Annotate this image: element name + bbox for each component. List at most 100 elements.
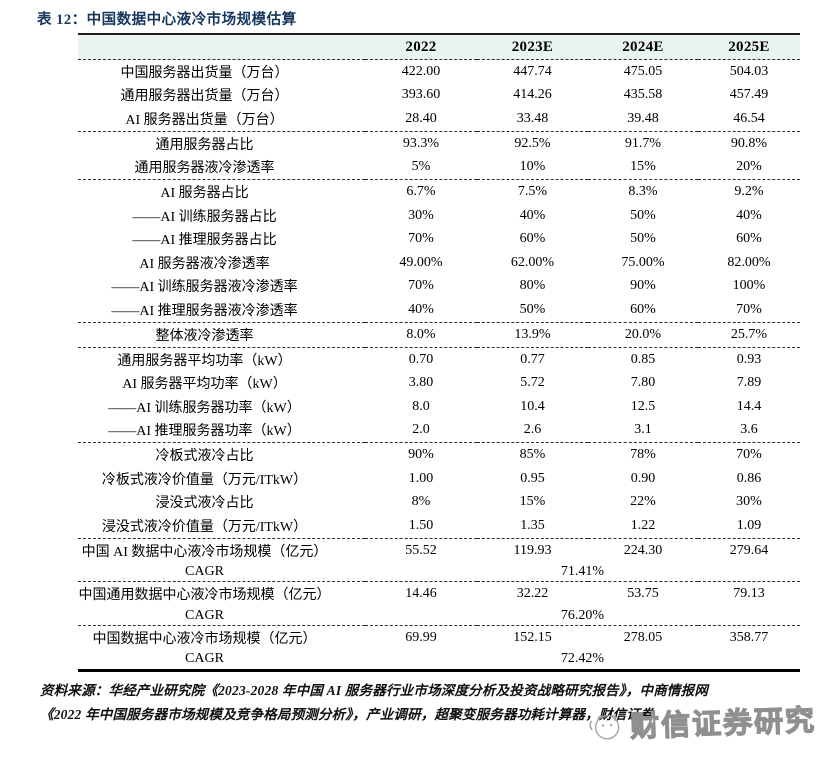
cell-value: 14.46 [365,581,477,607]
cell-value: 69.99 [365,625,477,650]
brand-logo-icon [589,715,620,740]
market-size-table: 2022 2023E 2024E 2025E 中国服务器出货量（万台） 422.0… [78,33,800,672]
cell-value: 82.00% [727,254,771,270]
cell-value: 93.3% [365,130,477,156]
table-section: 中国 AI 数据中心液冷市场规模（亿元） 55.52 119.93 224.30 279… [78,537,800,582]
row-label: 浸没式液冷占比 [155,496,254,512]
table-row: 冷板式液冷价值量（万元/ITkW） 1.00 0.95 0.90 0.86 [78,467,800,491]
cell-value: 1.00 [408,470,434,486]
table-row: 中国 AI 数据中心液冷市场规模（亿元） 55.52 119.93 224.30 279… [78,537,800,563]
column-header-2024e: 2024E [588,34,698,60]
table-row: CAGR 76.20% [78,606,800,625]
cell-value: 1.35 [520,517,545,533]
cell-value: 9.2% [698,179,800,204]
cell-value: 53.75 [588,581,698,607]
cell-value: 5.72 [520,375,545,391]
cell-value: 39.48 [627,111,659,127]
cell-value: 2.6 [523,422,542,438]
cell-value: 30% [408,207,434,223]
table-row: 通用服务器占比 93.3% 92.5% 91.7% 90.8% [78,130,800,156]
cell-value: 7.5% [477,179,588,204]
cell-value: 0.77 [477,346,588,372]
cell-value: 100% [732,278,766,294]
table-row: 通用服务器平均功率（kW） 0.70 0.77 0.85 0.93 [78,346,800,372]
cell-value: 422.00 [401,63,441,79]
cell-value: 119.93 [477,537,588,563]
cell-value: 435.58 [623,87,663,103]
cell-value: 0.95 [520,470,545,486]
row-label: 浸没式液冷价值量（万元/ITkW） [101,519,308,535]
source-note: 资料来源：华经产业研究院《2023-2028 年中国 AI 服务器行业市场深度分… [40,679,802,727]
table-section: 冷板式液冷占比 90% 85% 78% 70% 冷板式液冷价值量（万元/ITkW） 1.00… [78,442,800,539]
table-title: 表 12：中国数据中心液冷市场规模估算 [37,12,297,28]
cell-value: 475.05 [623,63,663,79]
cell-value: 92.5% [477,130,588,156]
cell-value: 5% [411,159,431,175]
table-row: ——AI 训练服务器占比 30% 40% 50% 40% [78,204,800,228]
row-label: 通用服务器占比 [78,130,365,156]
cell-value: 28.40 [405,111,437,127]
table-row: AI 服务器占比 6.7% 7.5% 8.3% 9.2% [78,179,800,204]
table-section: AI 服务器占比 6.7% 7.5% 8.3% 9.2% ——AI 训练服务器占比 30% 4… [78,179,800,323]
cell-value: 393.60 [401,87,441,103]
cell-value: 90.8% [698,130,800,156]
table-row: 中国通用数据中心液冷市场规模（亿元） 14.46 32.22 53.75 79.13 [78,581,800,607]
row-label: ——AI 训练服务器液冷渗透率 [111,280,298,296]
cell-value: 50% [519,302,546,318]
table-row: ——AI 推理服务器液冷渗透率 40% 50% 60% 70% [78,298,800,322]
cell-value: 7.80 [630,375,656,391]
cell-value: 70% [408,231,434,247]
cell-value: 30% [736,494,762,510]
watermark-text: 财信证券研究 [629,704,817,744]
table-row: 中国数据中心液冷市场规模（亿元） 69.99 152.15 278.05 358.77 [78,625,800,650]
cell-value: 46.54 [733,111,765,127]
row-label: 通用服务器平均功率（kW） [78,346,365,372]
cell-value: 62.00% [510,254,555,270]
row-label: ——AI 推理服务器占比 [132,233,277,249]
cell-value: 224.30 [588,537,698,563]
cell-value: 15% [630,159,656,175]
cell-value: 60% [630,302,656,318]
row-label: ——AI 推理服务器液冷渗透率 [111,304,298,320]
table-row: AI 服务器平均功率（kW） 3.80 5.72 7.80 7.89 [78,371,800,395]
table-section: 通用服务器占比 93.3% 92.5% 91.7% 90.8% 通用服务器液冷渗透率 5% 1… [78,130,800,180]
table-row: AI 服务器出货量（万台） 28.40 33.48 39.48 46.54 [78,107,800,131]
cell-value: 7.89 [736,375,762,391]
cell-value: 40% [408,302,434,318]
cell-value: 75.00% [621,254,665,270]
cell-value: 1.50 [408,517,434,533]
cell-value: 79.13 [698,581,800,607]
table-row: 冷板式液冷占比 90% 85% 78% 70% [78,442,800,467]
cell-value: 0.93 [698,346,800,372]
cell-value: 33.48 [516,111,549,127]
row-label: CAGR [185,564,224,579]
cell-value: 447.74 [513,63,552,79]
row-label: 中国 AI 数据中心液冷市场规模（亿元） [78,537,365,563]
cell-value: 0.90 [630,470,656,486]
cell-value: 12.5 [630,398,656,414]
table-section: 中国服务器出货量（万台） 422.00 447.74 475.05 504.03 通用服务… [78,60,800,132]
row-label: 中国数据中心液冷市场规模（亿元） [78,625,365,650]
cell-value: 78% [588,442,698,467]
cell-value: 80% [519,278,546,294]
cell-value: 13.9% [477,322,588,348]
row-label: 通用服务器出货量（万台） [120,89,289,105]
cell-value: 15% [519,494,546,510]
table-row: 整体液冷渗透率 8.0% 13.9% 20.0% 25.7% [78,322,800,348]
row-label: ——AI 训练服务器功率（kW） [108,400,301,416]
row-label: CAGR [185,607,224,623]
row-label: 中国服务器出货量（万台） [120,65,289,81]
column-header-2022: 2022 [365,34,477,60]
cell-value: 40% [519,207,546,223]
cell-value: 0.85 [588,346,698,372]
row-label: 冷板式液冷价值量（万元/ITkW） [101,472,308,488]
row-label: AI 服务器出货量（万台） [125,113,284,129]
table-row: ——AI 推理服务器占比 70% 60% 50% 60% [78,228,800,252]
cell-value: 25.7% [698,322,800,348]
table-section: 中国数据中心液冷市场规模（亿元） 69.99 152.15 278.05 358.77 C… [78,625,800,671]
cell-value: 0.86 [736,470,762,486]
cell-value: 20% [736,159,762,175]
table-row: 通用服务器液冷渗透率 5% 10% 15% 20% [78,156,800,180]
cell-value: 55.52 [365,537,477,563]
